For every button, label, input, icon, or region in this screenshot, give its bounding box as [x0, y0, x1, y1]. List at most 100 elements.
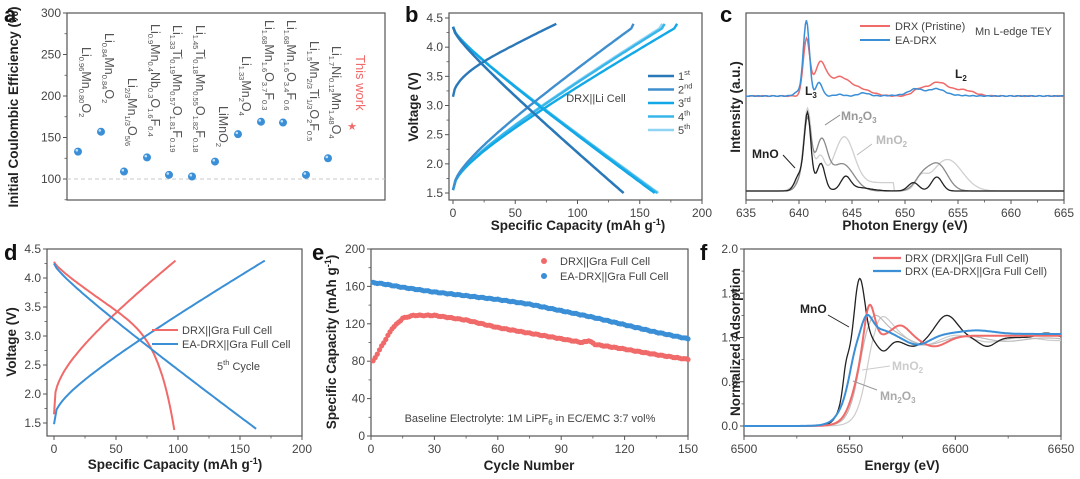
text-span: rd [684, 95, 691, 104]
panel-c: c 635 640 645 650 655 660 665 Intensity (a.u.) Ph… [720, 2, 1074, 233]
y-tick-label: 2.0 [426, 157, 443, 171]
text-span: F [284, 92, 298, 100]
text-span: 2 [214, 143, 223, 147]
x-tick-label: 50 [109, 442, 123, 456]
text-span: O [284, 72, 298, 82]
y-tick-label: 2.0 [24, 387, 41, 401]
text-span: 0.9 [146, 34, 155, 44]
text-span: Mn [79, 71, 93, 88]
text-span: ) [258, 457, 263, 472]
text-span: Ti [307, 89, 321, 99]
y-tick-label: 1.5 [721, 286, 738, 300]
x-tick-label: 6500 [731, 442, 758, 456]
text-span: O [307, 109, 321, 119]
x-tick-label: 650 [895, 206, 915, 220]
text-span: Li [102, 33, 116, 43]
text-span: 0.4 [146, 126, 155, 136]
data-point-highlight [166, 172, 170, 175]
y-tick-label: 2.5 [426, 128, 443, 142]
text-span: Li [148, 24, 162, 34]
legend-label: 3rd [678, 95, 691, 110]
material-label: Li1.45Ti0.18Mn0.55O1.82F0.18 [191, 25, 207, 152]
text-span: 0.84 [100, 75, 109, 90]
y-tick-label: 1.5 [426, 186, 443, 200]
text-span: 0.19 [168, 138, 177, 153]
series-drx [370, 312, 691, 364]
discharge-curve [451, 26, 656, 194]
x-tick-label: 635 [736, 206, 756, 220]
discharge-curve [53, 263, 257, 430]
text-span: O [170, 106, 184, 116]
text-span: MnO [892, 359, 919, 373]
series-4th [451, 23, 666, 194]
text-span: 1.48 [327, 110, 336, 125]
mn2o3-pointer [824, 114, 841, 126]
text-span: O [193, 106, 207, 116]
text-span: 2 [903, 140, 908, 149]
series-3rd [451, 23, 679, 194]
legend-marker [541, 273, 547, 279]
series-ea-drx [53, 259, 266, 430]
data-point-highlight [212, 158, 216, 162]
text-span: F [193, 130, 207, 138]
text-span: 0.55 [191, 91, 200, 106]
text-span: 5 [217, 361, 223, 373]
text-span: Li [125, 78, 139, 88]
text-span: 4 [678, 112, 684, 124]
data-point-highlight [325, 155, 329, 159]
data-point [120, 167, 128, 176]
legend-marker [541, 258, 547, 264]
data-point [257, 117, 265, 126]
text-span: 0.57 [168, 91, 177, 106]
data-point [74, 147, 82, 156]
text-span: Mn [841, 109, 858, 123]
text-span: 5 [678, 125, 684, 137]
material-label: Li0.84Mn0.84O2 [100, 33, 116, 103]
text-span: 3 [678, 98, 684, 110]
text-span: nd [684, 82, 692, 91]
text-span: Li [193, 25, 207, 35]
x-tick-label: 90 [555, 442, 569, 456]
text-span: Nb [148, 72, 162, 88]
x-axis-label: Specific Capacity (mAh g-1) [88, 456, 263, 472]
mno-pointer [827, 314, 850, 328]
material-label: Li2/3Mn1/3O5/6 [123, 78, 139, 146]
series-1st [451, 22, 625, 194]
x-tick-label: 0 [51, 442, 58, 456]
text-span: th [684, 109, 690, 118]
text-span: ) [661, 218, 666, 233]
text-span: -1 [653, 217, 661, 227]
text-span: L [805, 84, 812, 98]
material-label: LiMnO2 [214, 106, 230, 147]
l3-peak-label: L3 [805, 84, 817, 100]
charge-curve [451, 23, 666, 191]
text-span: 1/3 [123, 116, 132, 126]
text-span: Mn [880, 389, 897, 403]
text-span: 1.68 [260, 30, 269, 45]
data-point [188, 172, 196, 181]
x-tick-label: 150 [630, 206, 650, 220]
text-span: O [863, 109, 872, 123]
charge-curve [451, 22, 557, 98]
text-span: O [102, 89, 116, 99]
mno-reference-curve [744, 277, 1062, 427]
y-tick-label: 4.0 [24, 271, 41, 285]
legend-label: 1st [678, 68, 691, 83]
text-span: 0.96 [77, 57, 86, 72]
discharge-curve [451, 26, 625, 194]
y-tick-label: 0 [358, 429, 365, 443]
material-label: Li1.7Ni0.12Mn1.48O4 [327, 46, 343, 138]
x-axis-label: Energy (eV) [864, 458, 939, 473]
legend-label: 2nd [678, 82, 692, 97]
text-span: O [239, 102, 253, 112]
y-tick-label: 250 [41, 48, 61, 62]
y-tick-label: 0.0 [721, 419, 738, 433]
y-tick-label: 200 [41, 89, 61, 103]
text-span: 0.3 [260, 100, 269, 110]
mn2o3-pointer [852, 380, 878, 391]
mno2-pointer [861, 365, 891, 371]
mn2o3-reference-curve [746, 115, 1064, 192]
text-span: 1.33 [237, 66, 246, 81]
text-span: MnO [876, 133, 903, 147]
